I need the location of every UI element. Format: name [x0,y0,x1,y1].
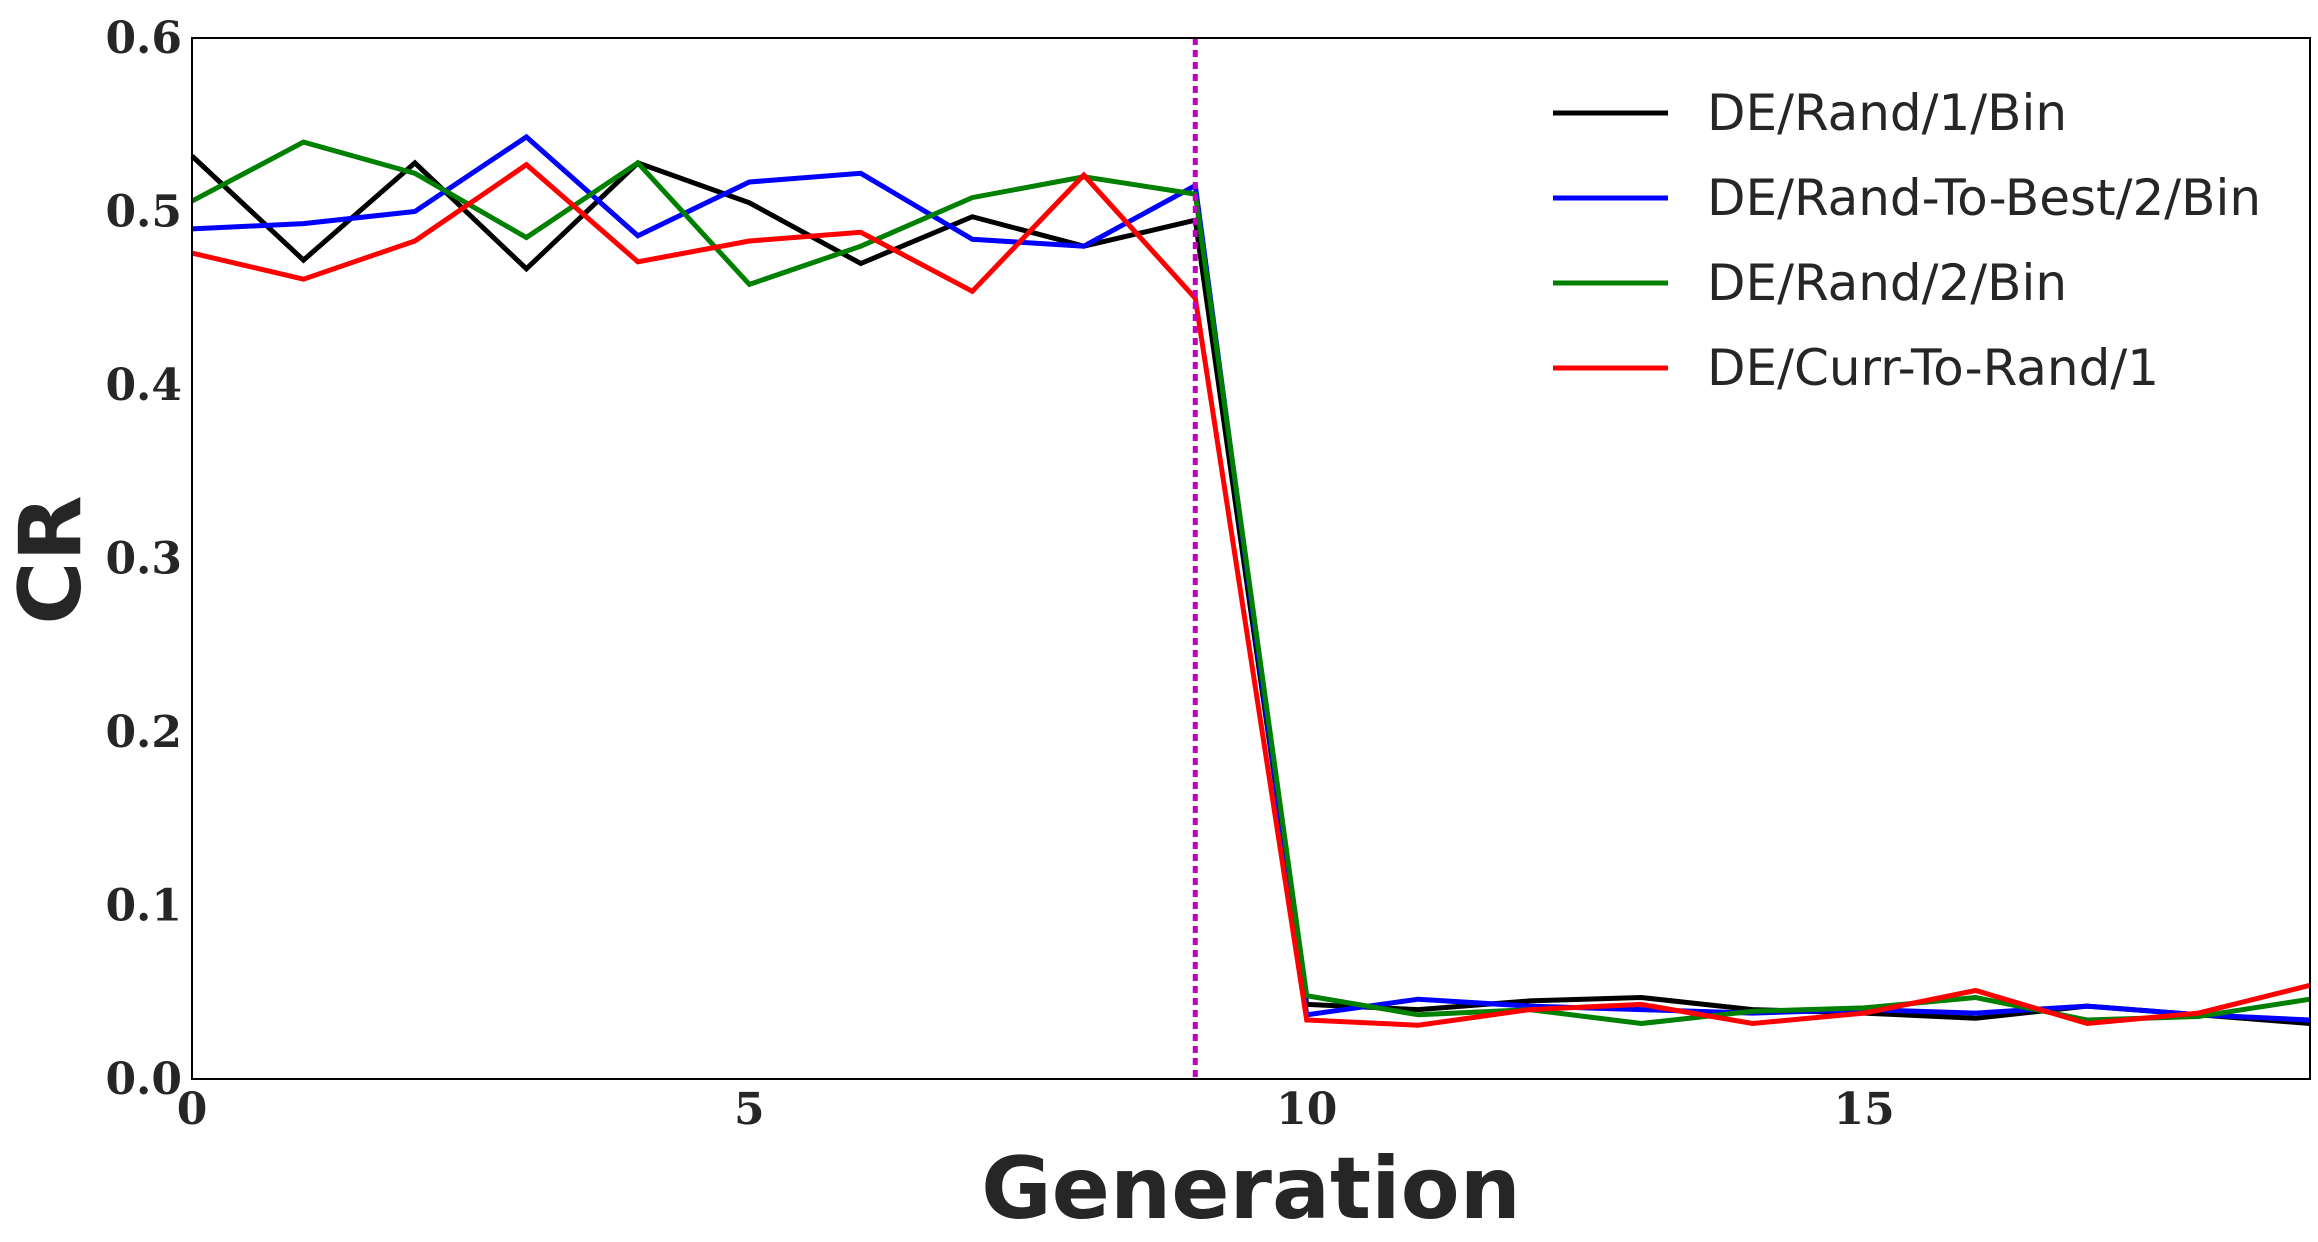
y-tick-label: 0.2 [105,707,182,758]
y-tick-label: 0.6 [105,13,182,64]
y-tick-label: 0.1 [105,881,182,932]
series-line-3 [190,139,2311,1027]
series-layer [190,133,2311,1028]
y-ticks: 0.0 0.1 0.2 0.3 0.4 0.5 0.6 [105,13,182,1105]
y-tick-label: 0.4 [105,360,182,411]
legend-label-2: DE/Rand-To-Best/2/Bin [1707,169,2261,227]
y-axis-label: CR [1,495,101,624]
series-line-4 [191,161,2311,1028]
x-tick-label: 10 [1276,1084,1337,1135]
plot-area [192,38,2310,1079]
plot-frame [191,37,2311,1080]
y-tick-label: 0.3 [105,534,182,585]
x-tick-label: 5 [734,1084,765,1135]
x-axis-label: Generation [981,1139,1521,1239]
legend-label-1: DE/Rand/1/Bin [1707,84,2067,142]
y-tick-label: 0.5 [105,187,182,238]
y-tick-label: 0.0 [105,1054,182,1105]
legend-label-3: DE/Rand/2/Bin [1707,254,2067,312]
legend: DE/Rand/1/Bin DE/Rand-To-Best/2/Bin DE/Ran… [1553,84,2261,397]
x-ticks: 0 5 10 15 [177,1084,1895,1135]
x-tick-label: 15 [1833,1084,1894,1135]
legend-label-4: DE/Curr-To-Rand/1 [1707,339,2159,397]
x-tick-label: 0 [177,1084,208,1135]
